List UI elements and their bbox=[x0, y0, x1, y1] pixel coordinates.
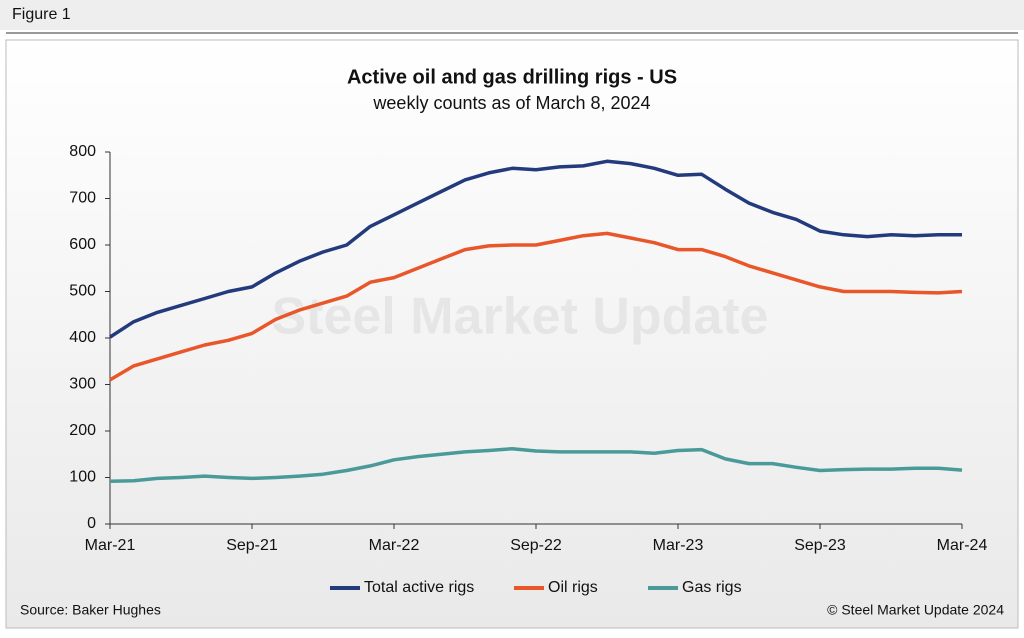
x-tick-label: Mar-22 bbox=[369, 537, 420, 554]
header-bar bbox=[0, 0, 1024, 30]
series-line bbox=[109, 159, 962, 339]
chart-title: Active oil and gas drilling rigs - US bbox=[347, 66, 677, 88]
x-tick-label: Mar-23 bbox=[653, 537, 704, 554]
legend-label: Total active rigs bbox=[364, 579, 474, 596]
legend-label: Gas rigs bbox=[682, 579, 742, 596]
series-line bbox=[109, 231, 963, 382]
watermark: Steel Market Update bbox=[271, 288, 768, 346]
x-tick-label: Sep-21 bbox=[226, 537, 278, 554]
legend-label: Oil rigs bbox=[548, 579, 598, 596]
chart-subtitle: weekly counts as of March 8, 2024 bbox=[372, 93, 650, 113]
y-tick-label: 400 bbox=[69, 329, 96, 346]
source: Source: Baker Hughes bbox=[20, 602, 161, 618]
y-tick-label: 300 bbox=[69, 376, 96, 393]
x-tick-label: Sep-23 bbox=[794, 537, 846, 554]
y-tick-label: 500 bbox=[69, 283, 96, 300]
figure-label: Figure 1 bbox=[12, 6, 71, 23]
legend: Total active rigs Oil rigs Gas rigs bbox=[330, 579, 742, 596]
y-tick-label: 600 bbox=[69, 236, 96, 253]
x-tick-label: Mar-24 bbox=[937, 537, 988, 554]
y-tick-label: 100 bbox=[69, 469, 96, 486]
credit: © Steel Market Update 2024 bbox=[827, 602, 1004, 618]
y-tick-label: 200 bbox=[69, 422, 96, 439]
series-line bbox=[109, 446, 963, 483]
chart-frame bbox=[5, 39, 1019, 629]
y-tick-label: 0 bbox=[87, 515, 96, 532]
x-tick-label: Sep-22 bbox=[510, 537, 562, 554]
y-tick-label: 700 bbox=[69, 190, 96, 207]
y-tick-label: 800 bbox=[69, 143, 96, 160]
x-tick-label: Mar-21 bbox=[85, 537, 136, 554]
